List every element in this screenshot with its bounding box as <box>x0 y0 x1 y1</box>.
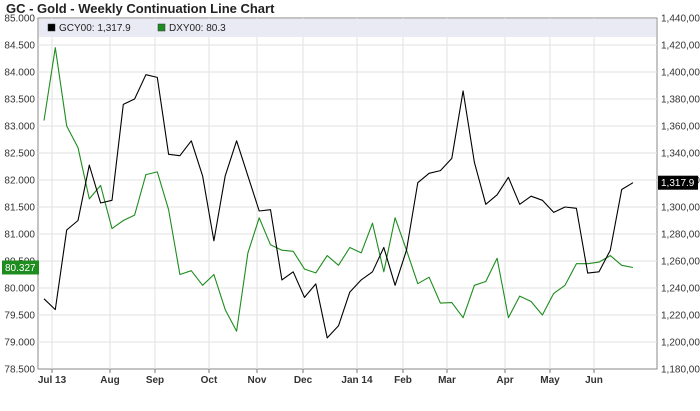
series-line <box>43 74 634 339</box>
series-line <box>43 47 634 332</box>
right-tick-label: 1,300,000 <box>661 203 700 214</box>
last-value-badges: 1,317.9 80.327 <box>2 175 698 275</box>
left-tick-label: 82.000 <box>4 176 35 187</box>
x-tick-label: Jul 13 <box>38 375 67 386</box>
left-tick-label: 80.000 <box>4 284 35 295</box>
left-tick-label: 85.000 <box>4 14 35 25</box>
legend-label: DXY00: 80.3 <box>169 23 226 34</box>
last-value-badge <box>658 175 698 190</box>
left-tick-label: 78.500 <box>4 365 35 376</box>
left-axis: 78.50079.00079.50080.00080.50081.00081.5… <box>4 14 35 376</box>
x-tick-label: Aug <box>100 375 119 386</box>
right-tick-label: 1,220,000 <box>661 311 700 322</box>
last-value-badge <box>2 260 39 275</box>
series-lines <box>43 47 634 339</box>
x-axis: Jul 13 Aug Sep Oct Nov Dec Jan 14 Feb Mar Apr May J… <box>38 369 603 386</box>
right-tick-label: 1,380,000 <box>661 95 700 106</box>
x-tick-label: Apr <box>496 375 513 386</box>
x-tick-label: Nov <box>248 375 267 386</box>
x-tick-label: Sep <box>146 375 164 386</box>
right-tick-label: 1,180,000 <box>661 365 700 376</box>
plot-area-border <box>37 17 658 370</box>
x-tick-label: Jun <box>585 375 603 386</box>
left-tick-label: 79.500 <box>4 311 35 322</box>
x-tick-label: Oct <box>201 375 218 386</box>
left-tick-label: 84.500 <box>4 41 35 52</box>
right-tick-label: 1,360,000 <box>661 122 700 133</box>
right-tick-label: 1,280,000 <box>661 230 700 241</box>
left-tick-label: 79.000 <box>4 338 35 349</box>
right-tick-label: 1,240,000 <box>661 284 700 295</box>
legend-swatch <box>47 23 56 32</box>
right-tick-label: 1,340,000 <box>661 149 700 160</box>
legend: GCY00: 1,317.9 DXY00: 80.3 <box>39 19 656 37</box>
right-axis: 1,180,000 1,200,000 1,220,000 1,240,000 1,26… <box>661 14 700 376</box>
last-value-label: 80.327 <box>5 263 36 274</box>
right-tick-label: 1,440,000 <box>661 14 700 25</box>
x-tick-label: Feb <box>394 375 412 386</box>
right-tick-label: 1,400,000 <box>661 68 700 79</box>
x-tick-label: May <box>540 375 560 386</box>
last-value-label: 1,317.9 <box>661 178 695 189</box>
right-tick-label: 1,420,000 <box>661 41 700 52</box>
legend-label: GCY00: 1,317.9 <box>59 23 131 34</box>
left-tick-label: 83.000 <box>4 122 35 133</box>
legend-swatch <box>157 23 166 32</box>
right-tick-label: 1,200,000 <box>661 338 700 349</box>
gridlines <box>38 18 657 369</box>
left-tick-label: 84.000 <box>4 68 35 79</box>
x-tick-label: Dec <box>294 375 313 386</box>
left-tick-label: 81.000 <box>4 230 35 241</box>
left-tick-label: 83.500 <box>4 95 35 106</box>
legend-background <box>39 19 656 37</box>
left-tick-label: 81.500 <box>4 203 35 214</box>
left-tick-label: 82.500 <box>4 149 35 160</box>
right-tick-label: 1,260,000 <box>661 257 700 268</box>
x-tick-label: Jan 14 <box>341 375 373 386</box>
chart-title: GC - Gold - Weekly Continuation Line Cha… <box>6 1 275 16</box>
x-tick-label: Mar <box>438 375 456 386</box>
